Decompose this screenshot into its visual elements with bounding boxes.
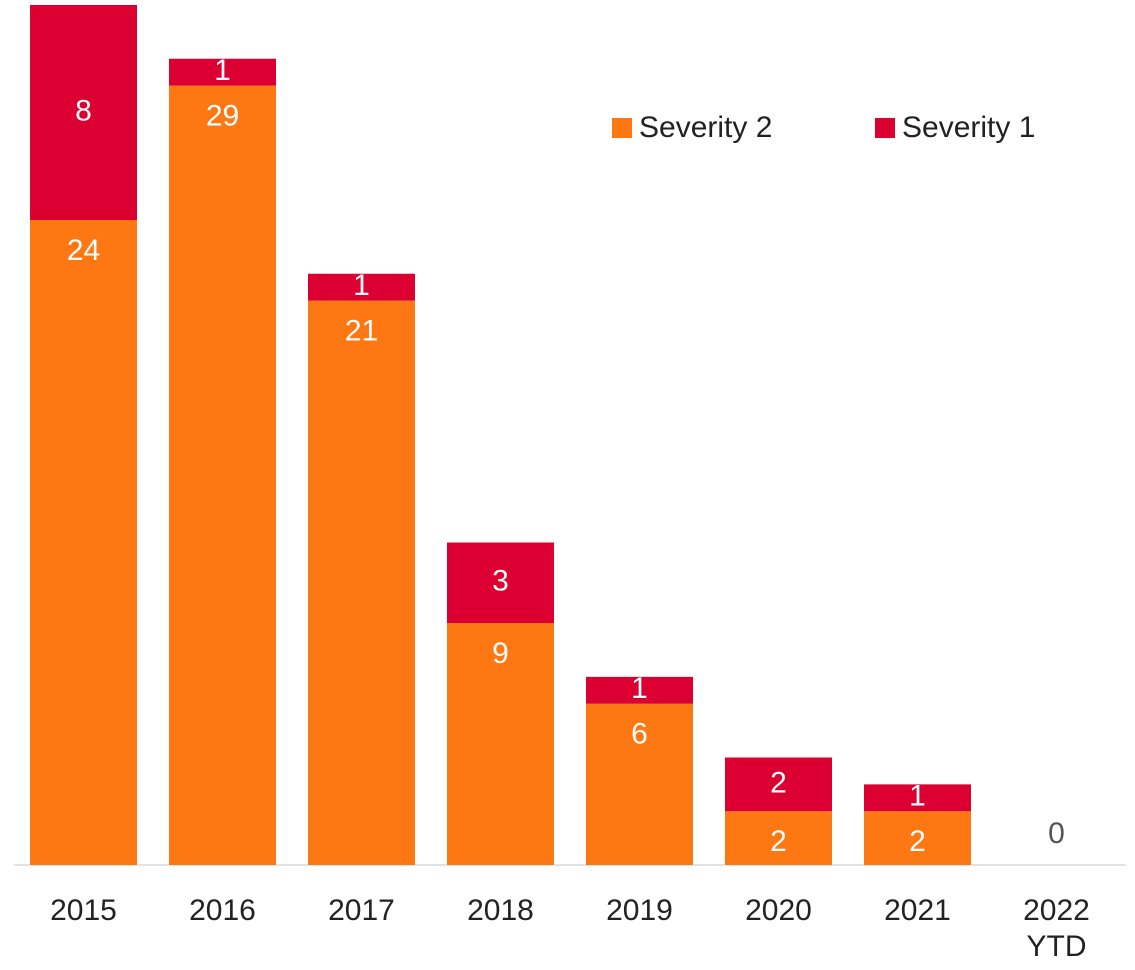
bar-segment xyxy=(586,703,693,865)
bar-segment xyxy=(169,85,276,865)
x-tick-label: 2015 xyxy=(50,894,117,927)
data-label: 6 xyxy=(631,718,648,751)
legend-label: Severity 1 xyxy=(902,111,1035,144)
bar-segment xyxy=(308,300,415,865)
x-tick-label: 2016 xyxy=(189,894,256,927)
legend-label: Severity 2 xyxy=(639,111,772,144)
legend-swatch xyxy=(612,118,632,138)
bar-segment xyxy=(308,273,415,301)
bar-segment xyxy=(30,5,137,220)
data-label: 0 xyxy=(1048,817,1065,850)
x-tick-label: 2017 xyxy=(328,894,395,927)
bar-segment xyxy=(586,676,693,704)
data-label: 2 xyxy=(909,825,926,858)
bar-segment xyxy=(30,220,137,865)
bar-segment xyxy=(864,811,971,865)
bar-segment xyxy=(725,757,832,812)
data-label: 2 xyxy=(770,825,787,858)
x-tick-label: 2022 YTD xyxy=(1023,894,1090,963)
bar-segment xyxy=(447,542,554,624)
bar-segment xyxy=(725,811,832,865)
data-label: 2 xyxy=(770,766,787,799)
data-label: 1 xyxy=(909,780,926,813)
x-tick-label: 2020 xyxy=(745,894,812,927)
data-label: 1 xyxy=(214,54,231,87)
data-label: 1 xyxy=(631,672,648,705)
x-tick-label: 2019 xyxy=(606,894,673,927)
data-label: 8 xyxy=(75,94,92,127)
data-label: 24 xyxy=(67,234,100,267)
data-label: 29 xyxy=(206,100,239,133)
x-tick-label: 2018 xyxy=(467,894,534,927)
x-tick-label: 2021 xyxy=(884,894,951,927)
bar-segment xyxy=(864,784,971,812)
bar-segment xyxy=(447,623,554,865)
data-label: 3 xyxy=(492,565,509,598)
data-label: 1 xyxy=(353,269,370,302)
data-label: 9 xyxy=(492,637,509,670)
legend-swatch xyxy=(875,118,895,138)
bar-segment xyxy=(169,58,276,86)
data-label: 21 xyxy=(345,315,378,348)
